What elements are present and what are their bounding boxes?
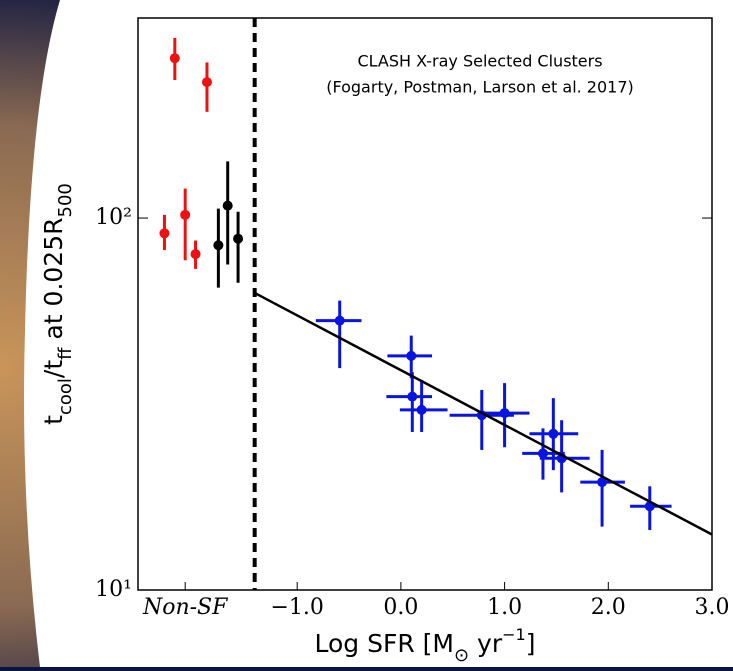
label-part: −1: [502, 625, 526, 644]
x-tick-label: −1.0: [270, 595, 323, 620]
y-tick-label: 10²: [95, 205, 132, 230]
point: [597, 477, 608, 488]
point: [407, 391, 418, 402]
label-part: ff: [55, 347, 76, 360]
x-tick-label: Non-SF: [142, 595, 228, 620]
point: [213, 240, 224, 251]
label-part: ⊙: [454, 645, 469, 666]
point: [334, 315, 345, 326]
label-part: /t: [39, 360, 68, 378]
plot-frame: [137, 17, 713, 591]
point: [180, 209, 191, 220]
point: [159, 228, 170, 239]
label-part: Log SFR [M: [315, 629, 455, 658]
point: [499, 408, 510, 419]
point: [406, 350, 417, 361]
x-tick-label: 2.0: [591, 595, 626, 620]
x-tick-label: 1.0: [487, 595, 522, 620]
label-part: at 0.025R: [39, 218, 68, 348]
label-part: 500: [55, 183, 76, 217]
panel: [24, 0, 733, 667]
y-axis-label: tcool/tff at 0.025R500: [39, 183, 76, 425]
label-part: t: [39, 415, 68, 425]
fit-line: [254, 291, 713, 536]
point: [169, 53, 180, 64]
point: [190, 249, 201, 260]
label-part: cool: [55, 378, 76, 415]
point: [416, 404, 427, 415]
point: [233, 233, 244, 244]
point: [201, 77, 212, 88]
x-tick-label: 0.0: [383, 595, 418, 620]
point: [222, 200, 233, 211]
x-tick-label: 3.0: [695, 595, 730, 620]
annotation: (Fogarty, Postman, Larson et al. 2017): [326, 78, 634, 97]
label-part: yr: [469, 629, 503, 658]
annotation: CLASH X-ray Selected Clusters: [357, 52, 602, 71]
point: [537, 448, 548, 459]
point: [548, 428, 559, 439]
x-axis-label: Log SFR [M⊙ yr−1]: [315, 625, 536, 666]
y-tick-label: 10¹: [95, 577, 132, 602]
label-part: ]: [526, 629, 536, 658]
